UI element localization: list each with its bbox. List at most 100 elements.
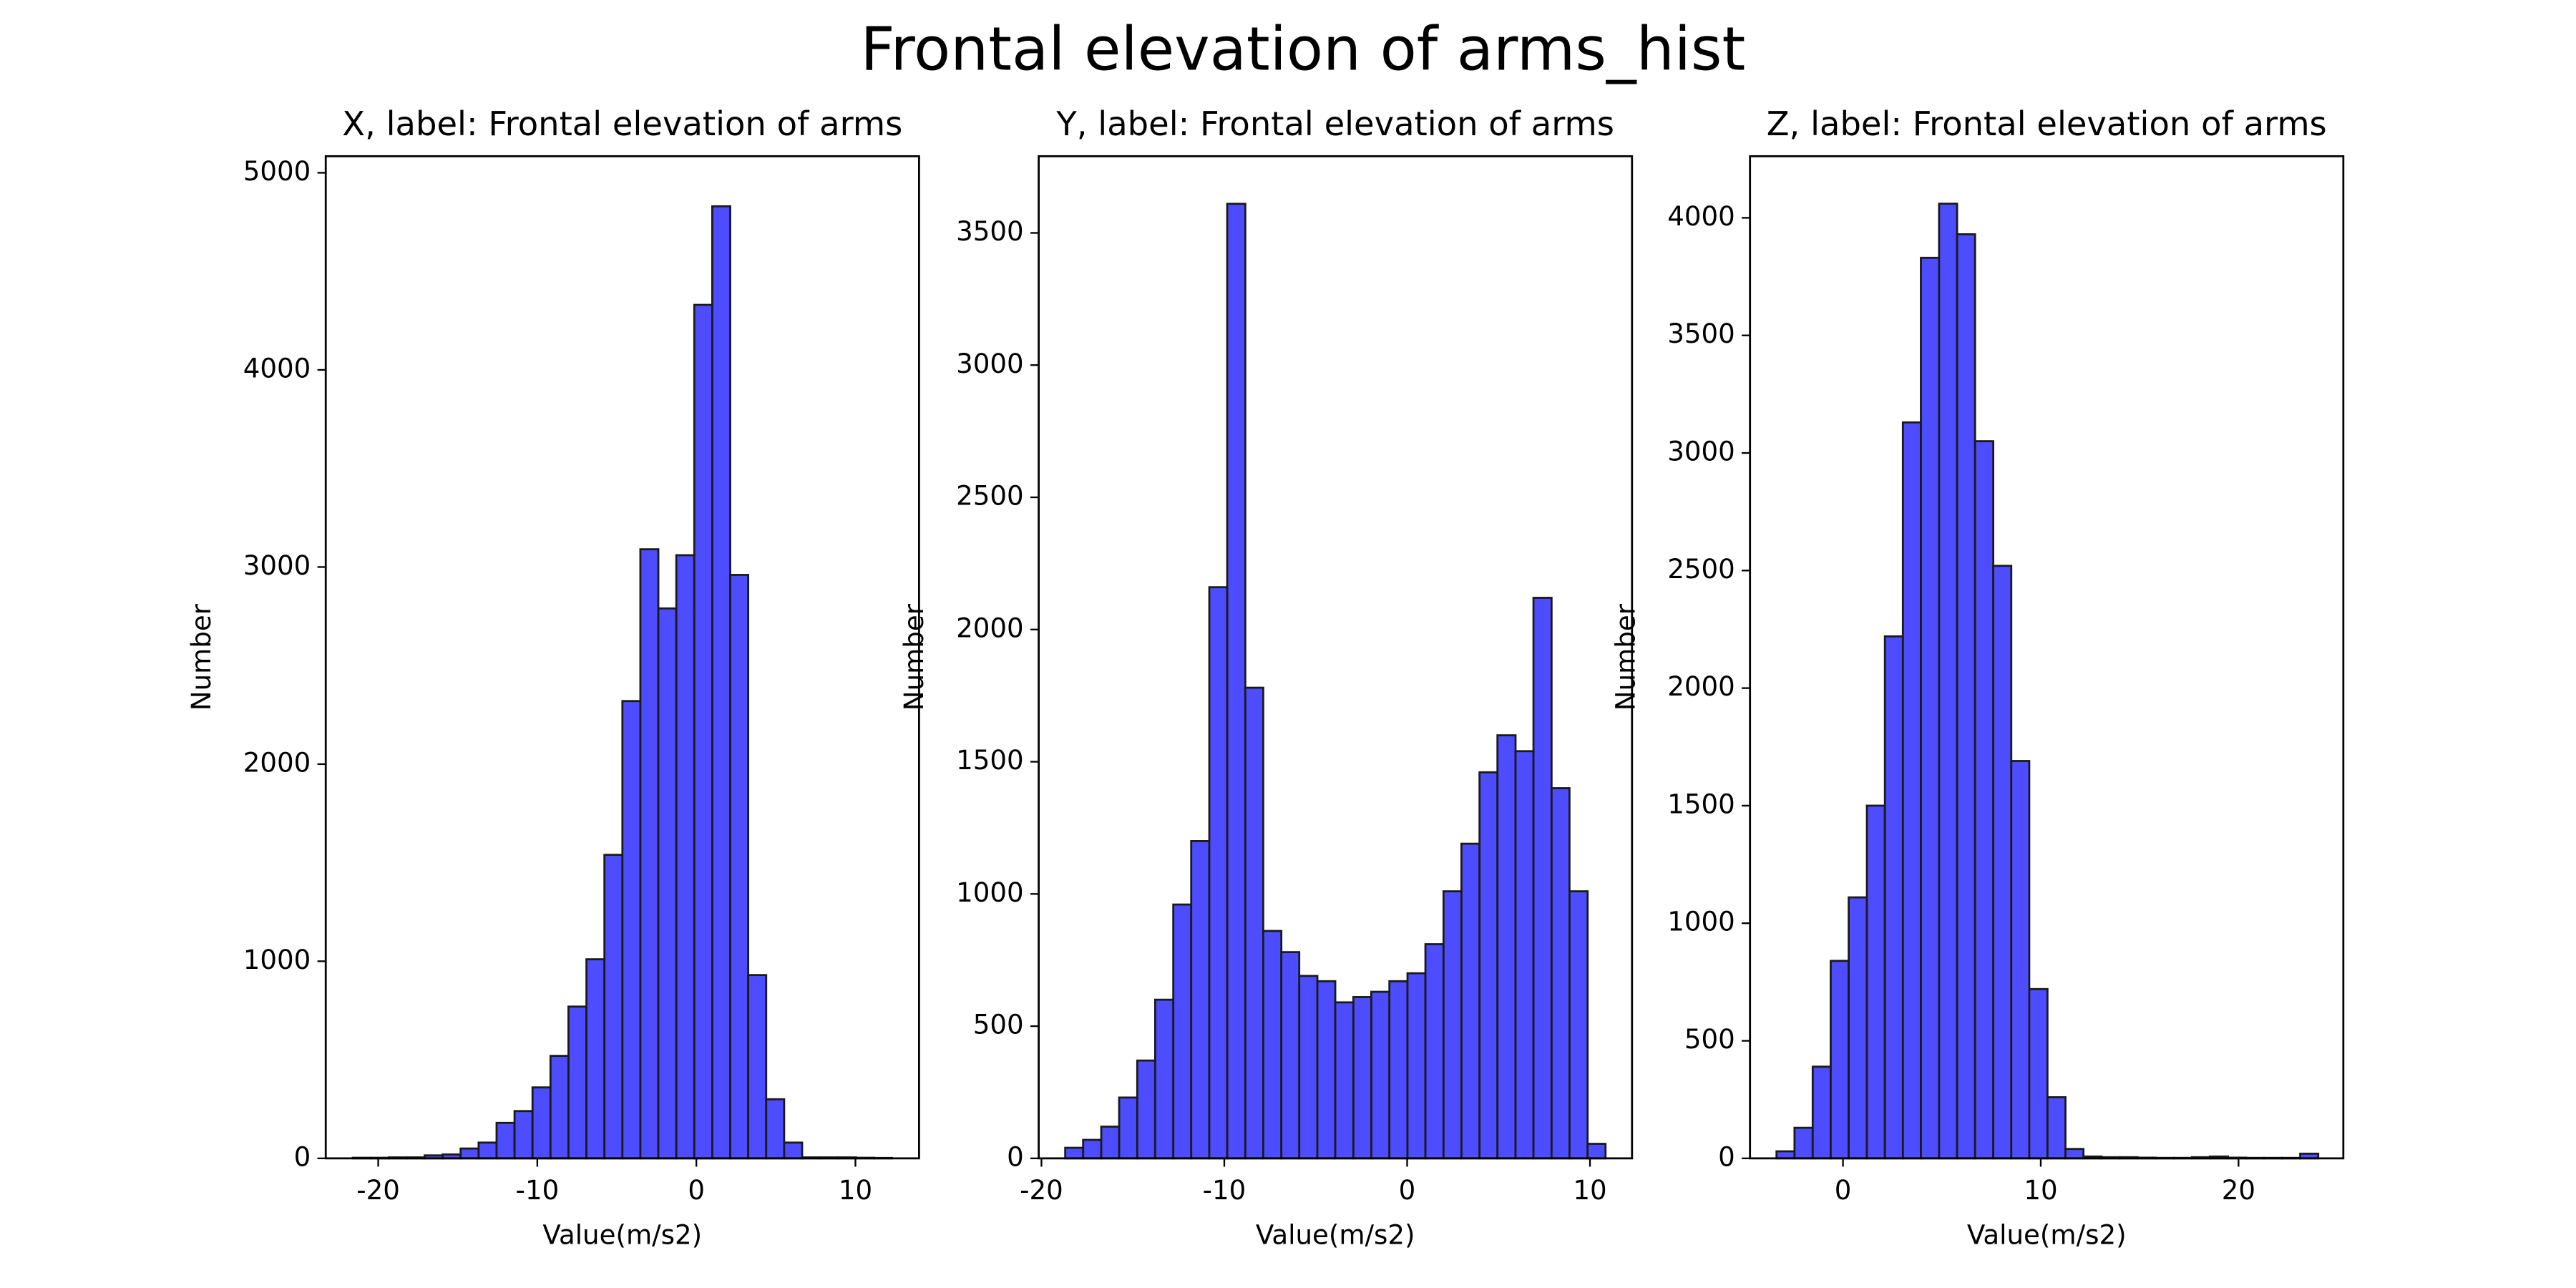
- axes-frame: [1038, 155, 1634, 1160]
- histogram-bar: [603, 854, 624, 1160]
- y-tick-label: 4000: [243, 353, 311, 384]
- histogram-bar: [657, 607, 678, 1160]
- histogram-bar: [2046, 1096, 2067, 1160]
- y-tick-label: 2000: [956, 613, 1024, 643]
- histogram-bar: [1406, 972, 1427, 1160]
- y-tick-label: 3500: [956, 216, 1024, 247]
- histogram-bar: [729, 574, 750, 1160]
- histogram-bar: [1388, 980, 1409, 1160]
- axes-title: Z, label: Frontal elevation of arms: [1767, 104, 2327, 143]
- histogram-bar: [1370, 990, 1391, 1160]
- figure-title: Frontal elevation of arms_hist: [861, 14, 1746, 84]
- x-axis-label: Value(m/s2): [1256, 1220, 1415, 1251]
- x-axis-label: Value(m/s2): [1967, 1220, 2127, 1251]
- histogram-bar: [747, 974, 768, 1160]
- y-axis-label: Number: [1610, 603, 1641, 711]
- histogram-bar: [639, 548, 660, 1160]
- histogram-bar: [1901, 421, 1922, 1160]
- histogram-bar: [1334, 1001, 1355, 1160]
- y-tick-label: 500: [1684, 1024, 1735, 1055]
- histogram-bar: [2028, 987, 2049, 1160]
- histogram-bar: [1883, 635, 1904, 1160]
- x-tick-label: -10: [516, 1175, 560, 1206]
- histogram-bar: [1992, 565, 2013, 1160]
- y-tick-label: 500: [973, 1010, 1024, 1040]
- histogram-bar: [1153, 998, 1175, 1160]
- histogram-bar: [1100, 1126, 1121, 1160]
- histogram-bar: [1460, 842, 1481, 1160]
- y-tick-label: 5000: [243, 156, 311, 187]
- y-tick-label: 4000: [1667, 201, 1735, 232]
- histogram-bar: [1136, 1059, 1156, 1160]
- histogram-bar: [1424, 943, 1445, 1160]
- histogram-bar: [1298, 975, 1319, 1160]
- histogram-bar: [1316, 980, 1337, 1160]
- histogram-bar: [1478, 771, 1499, 1160]
- y-tick-label: 1500: [956, 745, 1024, 776]
- histogram-bar: [1064, 1146, 1085, 1160]
- histogram-bar: [2010, 760, 2031, 1160]
- y-tick-label: 2000: [243, 747, 311, 778]
- x-tick-label: 0: [688, 1175, 705, 1206]
- histogram-bar: [531, 1086, 552, 1160]
- histogram-bar: [1442, 890, 1463, 1160]
- histogram-bar: [1514, 750, 1535, 1160]
- histogram-bar: [1118, 1096, 1138, 1160]
- x-tick-label: -20: [356, 1175, 400, 1206]
- histogram-bar: [1956, 233, 1976, 1160]
- x-tick-label: 0: [1399, 1175, 1416, 1206]
- histogram-bar: [675, 554, 696, 1160]
- histogram-bar: [783, 1141, 804, 1160]
- x-tick-label: 10: [1573, 1175, 1606, 1206]
- histogram-bar: [1244, 686, 1264, 1160]
- axes-frame: [1749, 155, 2345, 1160]
- y-axis-label: Number: [899, 603, 930, 711]
- histogram-bar: [1208, 586, 1229, 1160]
- y-tick-label: 3000: [243, 550, 311, 581]
- x-tick-label: 10: [2024, 1175, 2057, 1206]
- histogram-bar: [621, 700, 642, 1160]
- y-tick-label: 2500: [1667, 554, 1735, 585]
- histogram-bar: [1262, 930, 1283, 1160]
- y-tick-label: 1000: [1667, 907, 1735, 937]
- histogram-bar: [1352, 996, 1372, 1160]
- histogram-bar: [1496, 734, 1517, 1160]
- y-tick-label: 0: [1007, 1141, 1024, 1172]
- axes-title: X, label: Frontal elevation of arms: [342, 104, 902, 143]
- y-tick-label: 3000: [1667, 436, 1735, 467]
- histogram-bar: [1226, 203, 1246, 1160]
- histogram-bar: [1938, 203, 1958, 1160]
- histogram-bar: [1793, 1126, 1814, 1160]
- histogram-bar: [1848, 896, 1868, 1160]
- histogram-bar: [459, 1147, 480, 1160]
- histogram-bar: [1830, 960, 1850, 1160]
- histogram-bar: [477, 1141, 498, 1160]
- histogram-bar: [1775, 1150, 1796, 1160]
- x-tick-label: -20: [1020, 1175, 1063, 1206]
- y-tick-label: 2500: [956, 481, 1024, 512]
- histogram-bar: [567, 1005, 587, 1160]
- histogram-bar: [1974, 440, 1995, 1160]
- histogram-bar: [1532, 597, 1553, 1160]
- y-tick-label: 0: [294, 1141, 311, 1172]
- histogram-bar: [513, 1110, 534, 1160]
- histogram-bar: [1568, 890, 1589, 1160]
- histogram-bar: [711, 205, 731, 1160]
- y-tick-label: 1000: [243, 945, 311, 975]
- y-tick-label: 1500: [1667, 789, 1735, 819]
- histogram-bar: [585, 958, 606, 1160]
- y-tick-label: 0: [1718, 1141, 1735, 1172]
- x-tick-label: 10: [839, 1175, 872, 1206]
- histogram-bar: [1280, 951, 1301, 1160]
- axes-title: Y, label: Frontal elevation of arms: [1055, 104, 1614, 143]
- histogram-bar: [1811, 1065, 1832, 1160]
- y-tick-label: 3000: [956, 348, 1024, 379]
- histogram-bar: [1082, 1138, 1103, 1160]
- y-tick-label: 1000: [956, 877, 1024, 908]
- y-axis-label: Number: [186, 603, 217, 711]
- histogram-bar: [549, 1055, 570, 1160]
- x-tick-label: 0: [1835, 1175, 1852, 1206]
- y-tick-label: 3500: [1667, 318, 1735, 349]
- histogram-bar: [1920, 256, 1941, 1160]
